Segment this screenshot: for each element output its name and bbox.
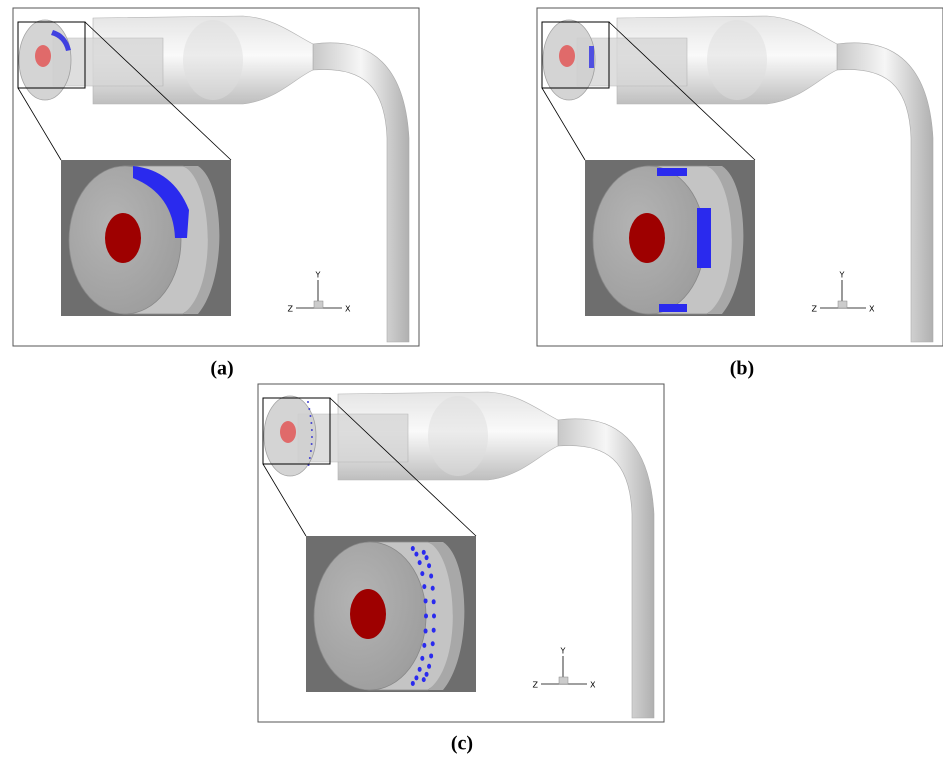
inset-blue — [697, 208, 711, 268]
inset-dot — [425, 672, 429, 677]
inset-dot — [425, 555, 429, 560]
small-dot — [309, 457, 311, 459]
axis-label: Z — [533, 681, 539, 690]
small-red — [35, 45, 51, 67]
body-inner — [707, 20, 767, 100]
inset-dot — [432, 599, 436, 604]
inset-dot — [429, 574, 433, 579]
figure: Y Z X (a) Y Z X (b) Y Z X (c) — [0, 0, 943, 760]
small-dot — [308, 408, 310, 410]
axis-cube — [838, 301, 847, 308]
axis-cube — [559, 677, 568, 684]
small-dot — [310, 450, 312, 452]
body-inner — [428, 396, 488, 476]
inset-dot — [424, 629, 428, 634]
inset-dot — [414, 675, 418, 680]
inset-dot — [422, 550, 426, 555]
axis-cube — [314, 301, 323, 308]
inset-dot — [424, 598, 428, 603]
inset-dot — [427, 563, 431, 568]
small-dot — [310, 422, 312, 424]
small-blue — [589, 46, 594, 68]
inset-dot — [422, 677, 426, 682]
inset-dot — [431, 641, 435, 646]
small-red — [280, 421, 296, 443]
inset-dot — [418, 560, 422, 565]
panel-caption: (a) — [210, 358, 233, 380]
inset-red — [350, 589, 386, 639]
inset-dot — [420, 656, 424, 661]
inset-blue — [657, 168, 687, 176]
small-dot — [311, 443, 313, 445]
inset-dot — [422, 584, 426, 589]
inset-dot — [427, 664, 431, 669]
small-dot — [307, 401, 309, 403]
panel: Y Z X — [258, 384, 664, 722]
inset-dot — [424, 614, 428, 619]
body-inner — [183, 20, 243, 100]
inset-dot — [429, 653, 433, 658]
inset-dot — [431, 586, 435, 591]
panel-caption: (c) — [451, 733, 473, 755]
inset-dot — [422, 643, 426, 648]
panel-caption: (b) — [730, 358, 754, 380]
panel: Y Z X — [537, 8, 943, 346]
axis-label: Z — [812, 305, 818, 314]
inset-dot — [418, 667, 422, 672]
inset-dot — [414, 552, 418, 557]
axis-label: Y — [560, 647, 566, 656]
small-dot — [311, 436, 313, 438]
inset-dot — [420, 571, 424, 576]
inset-dot — [432, 614, 436, 619]
inset-dot — [432, 628, 436, 633]
axis-label: X — [869, 305, 875, 314]
small-dot — [311, 429, 313, 431]
small-dot — [309, 415, 311, 417]
axis-label: Z — [288, 305, 294, 314]
inset-red — [629, 213, 665, 263]
axis-label: X — [345, 305, 351, 314]
axis-label: Y — [839, 271, 845, 280]
inset-dot — [411, 681, 415, 686]
axis-label: Y — [315, 271, 321, 280]
axis-label: X — [590, 681, 596, 690]
panel: Y Z X — [13, 8, 419, 346]
inset-blue — [659, 304, 687, 312]
inset-red — [105, 213, 141, 263]
inset-dot — [411, 546, 415, 551]
small-red — [559, 45, 575, 67]
